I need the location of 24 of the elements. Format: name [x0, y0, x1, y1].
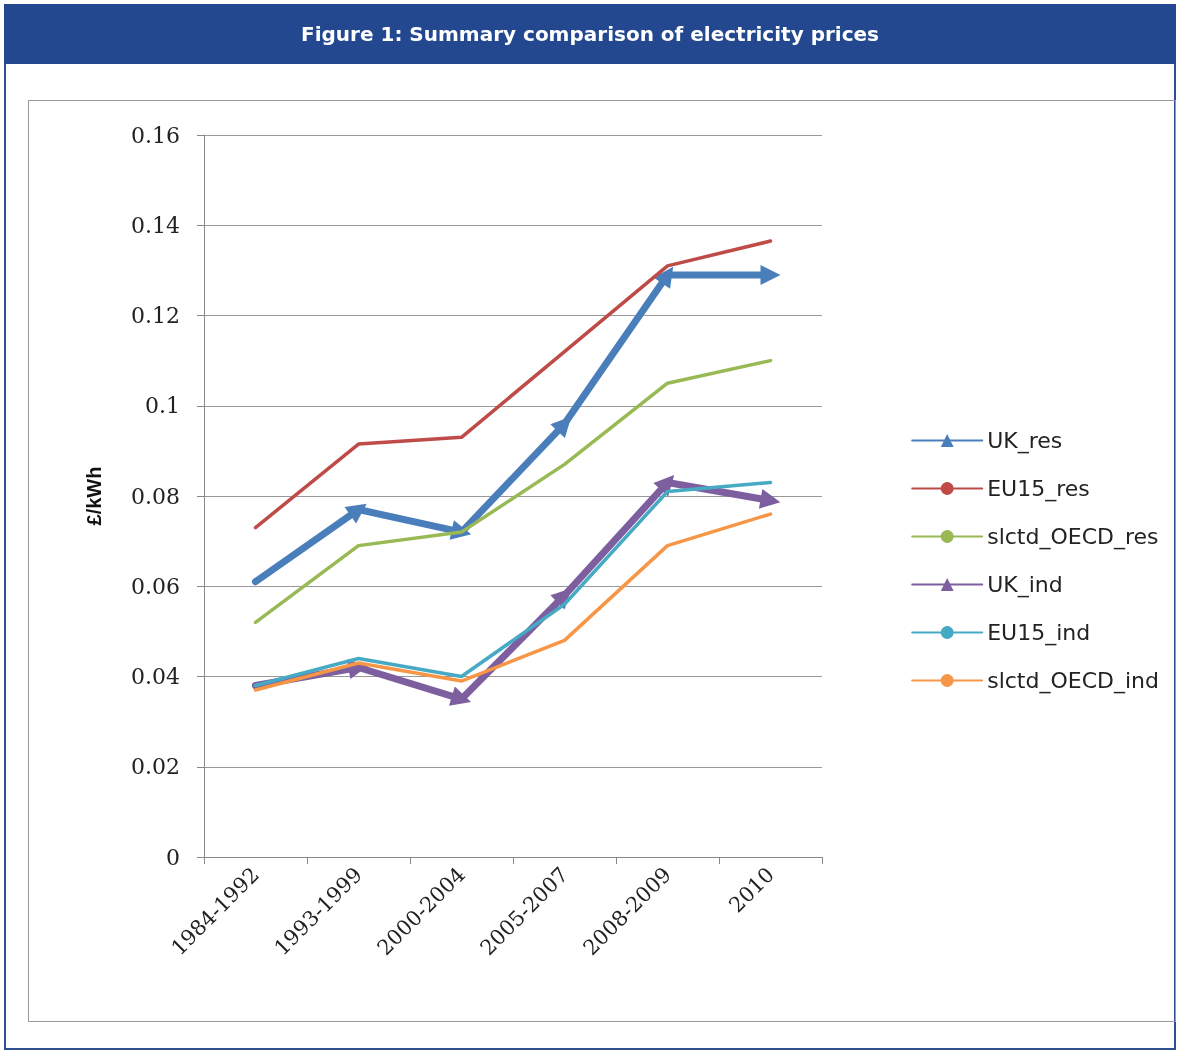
point: [344, 503, 367, 524]
line-series: [253, 239, 773, 530]
y-tick-label: 0.14: [131, 212, 180, 238]
y-tick-label: 0.12: [131, 303, 180, 328]
point: [653, 266, 674, 289]
legend-label: EU15_res: [987, 476, 1090, 502]
legend-label: EU15_ind: [987, 620, 1091, 646]
legend-label: slctd_OECD_res: [987, 524, 1159, 550]
y-tick-label: 0.06: [131, 573, 180, 599]
point: [550, 416, 572, 438]
y-tick-label: 0.08: [131, 483, 180, 509]
y-tick-label: 0: [166, 844, 180, 870]
legend-label: UK_res: [987, 428, 1063, 454]
point: [653, 475, 675, 497]
y-tick-label: 0.02: [131, 754, 180, 780]
chart-title: Figure 1: Summary comparison of electricity prices: [4, 4, 1176, 64]
legend-label: UK_ind: [987, 572, 1063, 598]
line-series: [253, 512, 773, 692]
y-axis-title: £/kWh: [83, 466, 105, 526]
legend-label: slctd_OECD_ind: [987, 668, 1160, 694]
y-tick-label: 0.16: [131, 122, 180, 148]
y-tick-label: 0.1: [145, 393, 180, 419]
y-tick-label: 0.04: [131, 664, 180, 689]
line-series: [253, 358, 773, 625]
